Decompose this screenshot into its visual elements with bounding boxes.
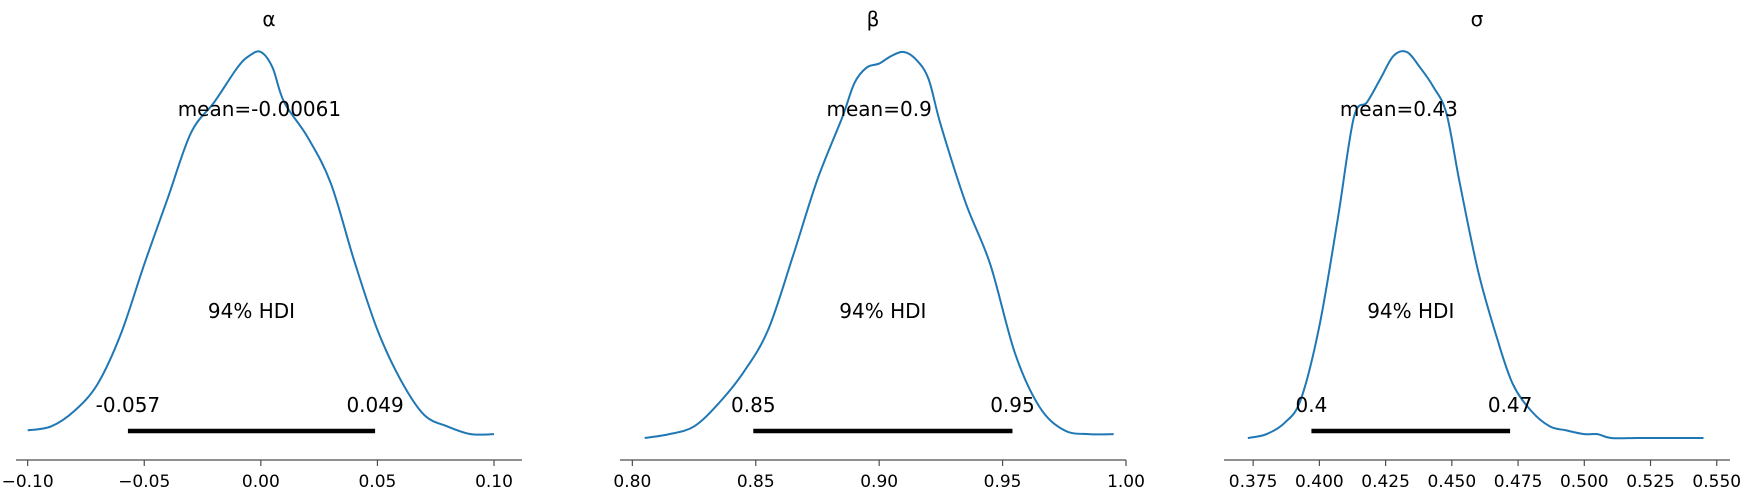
x-tick-label: 0.475	[1494, 472, 1543, 492]
density-curve	[27, 50, 495, 436]
x-tick-label: 0.95	[984, 472, 1022, 492]
x-tick-label: 0.05	[358, 472, 396, 492]
x-tick-label: 0.85	[737, 472, 775, 492]
x-tick-label: 0.375	[1229, 472, 1278, 492]
x-tick-label: 0.450	[1427, 472, 1476, 492]
x-tick-label: 0.400	[1295, 472, 1344, 492]
hdi-lower-label: 0.4	[1296, 393, 1328, 417]
panel-title: α	[262, 7, 275, 31]
hdi-label: 94% HDI	[839, 299, 926, 323]
hdi-label: 94% HDI	[1367, 299, 1454, 323]
x-tick-label: 1.00	[1107, 472, 1145, 492]
density-curve	[1247, 50, 1704, 440]
x-tick-label: 0.500	[1560, 472, 1609, 492]
x-tick-label: −0.10	[2, 472, 54, 492]
x-tick-label: 0.10	[475, 472, 513, 492]
hdi-lower-label: 0.85	[731, 393, 776, 417]
hdi-upper-label: 0.95	[990, 393, 1035, 417]
mean-label: mean=0.43	[1340, 97, 1458, 121]
hdi-label: 94% HDI	[208, 299, 295, 323]
x-tick-label: 0.525	[1626, 472, 1675, 492]
x-tick-label: 0.90	[860, 472, 898, 492]
x-tick-label: 0.00	[242, 472, 280, 492]
mean-label: mean=-0.00061	[178, 97, 341, 121]
hdi-lower-label: -0.057	[96, 393, 160, 417]
panel-title: β	[867, 7, 880, 31]
hdi-upper-label: 0.47	[1488, 393, 1533, 417]
panel-title: σ	[1471, 7, 1484, 31]
x-tick-label: 0.425	[1361, 472, 1410, 492]
density-curve	[644, 50, 1114, 439]
mean-label: mean=0.9	[827, 97, 932, 121]
x-tick-label: −0.05	[118, 472, 170, 492]
hdi-upper-label: 0.049	[346, 393, 403, 417]
x-tick-label: 0.550	[1692, 472, 1741, 492]
x-tick-label: 0.80	[613, 472, 651, 492]
